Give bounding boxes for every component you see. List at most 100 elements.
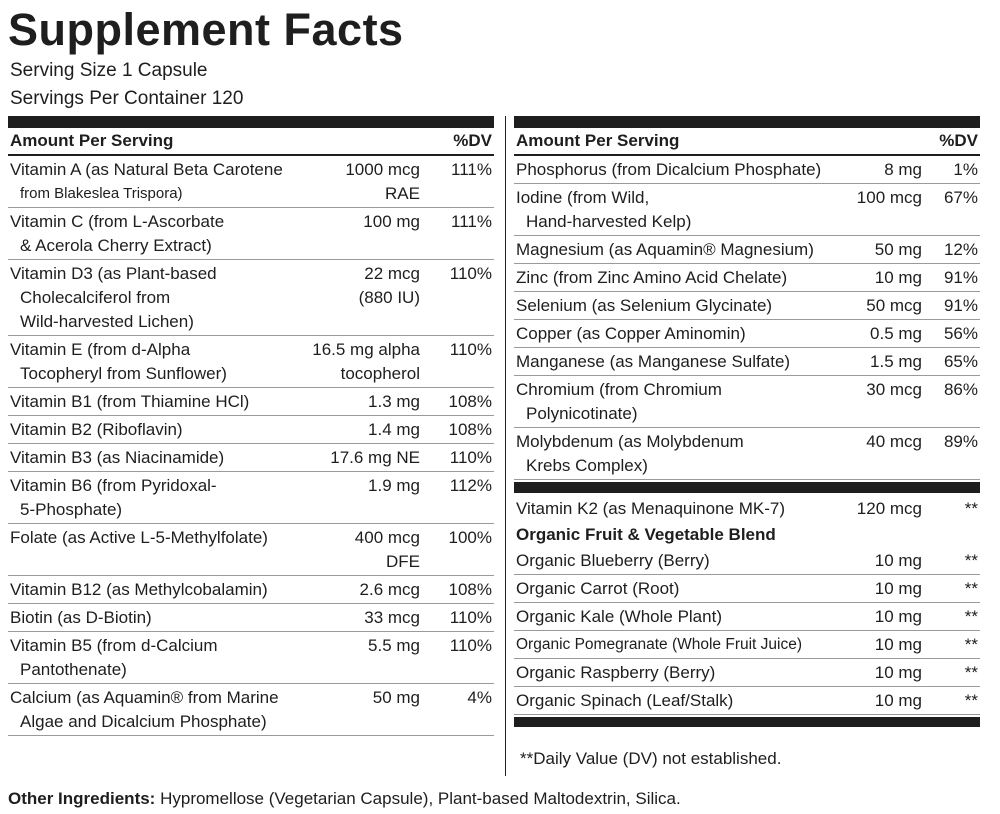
nutrient-name-line: Vitamin C (from L-Ascorbate xyxy=(10,211,225,231)
nutrient-name: Vitamin K2 (as Menaquinone MK-7) xyxy=(516,499,785,518)
nutrient-name: Organic Kale (Whole Plant) xyxy=(514,605,830,629)
amount-line: (880 IU) xyxy=(358,287,420,307)
nutrient-dv: 108% xyxy=(448,579,492,599)
nutrient-name: Organic Carrot (Root) xyxy=(514,577,830,601)
nutrient-row: Phosphorus (from Dicalcium Phosphate) 8 m… xyxy=(514,156,980,184)
nutrient-name: Organic Spinach (Leaf/Stalk) xyxy=(514,689,830,713)
nutrient-dv: 100% xyxy=(448,527,492,547)
nutrient-row: Chromium (from Chromium Polynicotinate) 30… xyxy=(514,376,980,428)
amount-line: tocopherol xyxy=(340,363,420,383)
nutrient-amount: 22 mcg (880 IU) xyxy=(302,262,420,334)
amount-line: 33 mcg xyxy=(364,607,420,627)
nutrient-row: Vitamin A (as Natural Beta Carotene from … xyxy=(8,156,494,208)
nutrient-name-line: 5-Phosphate) xyxy=(20,499,123,519)
dv-label: %DV xyxy=(939,131,978,150)
k2-section: Vitamin K2 (as Menaquinone MK-7) 120 mcg *… xyxy=(514,493,980,523)
nutrient-name-line: Magnesium (as Aquamin® Magnesium) xyxy=(516,239,814,259)
amount-line: 10 mg xyxy=(874,578,922,598)
nutrient-amount: 50 mcg xyxy=(822,294,922,318)
nutrient-name-line: Phosphorus (from Dicalcium Phosphate) xyxy=(516,159,822,179)
column-divider xyxy=(505,116,506,776)
nutrient-amount: 10 mg xyxy=(830,577,922,601)
amount-line: 50 mg xyxy=(372,687,420,707)
nutrient-name-line: & Acerola Cherry Extract) xyxy=(20,235,212,255)
other-ingredients-text: Hypromellose (Vegetarian Capsule), Plant… xyxy=(155,789,681,808)
nutrient-dv: 108% xyxy=(448,419,492,439)
amount-line: 2.6 mcg xyxy=(359,579,420,599)
nutrient-dv: 110% xyxy=(449,447,492,467)
nutrient-dv: 111% xyxy=(451,211,492,231)
nutrient-name: Zinc (from Zinc Amino Acid Chelate) xyxy=(514,266,822,290)
nutrient-amount: 100 mcg xyxy=(822,186,922,234)
nutrient-row: Vitamin E (from d-Alpha Tocopheryl from S… xyxy=(8,336,494,388)
nutrient-name: Magnesium (as Aquamin® Magnesium) xyxy=(514,238,822,262)
nutrient-name-line: Biotin (as D-Biotin) xyxy=(10,607,152,627)
nutrient-name-line: Vitamin B6 (from Pyridoxal- xyxy=(10,475,217,495)
nutrient-amount: 16.5 mg alpha tocopherol xyxy=(302,338,420,386)
amount-line: 10 mg xyxy=(874,550,922,570)
nutrient-amount: 400 mcg DFE xyxy=(302,526,420,574)
amount-line: 10 mg xyxy=(874,267,922,287)
left-panel: Amount Per Serving %DV Vitamin A (as Nat… xyxy=(8,116,494,736)
nutrient-name-line: Manganese (as Manganese Sulfate) xyxy=(516,351,791,371)
nutrient-row: Vitamin C (from L-Ascorbate & Acerola Che… xyxy=(8,208,494,260)
nutrient-row: Copper (as Copper Aminomin) 0.5 mg 56% xyxy=(514,320,980,348)
nutrient-name-line: Krebs Complex) xyxy=(526,455,648,475)
amount-line: 10 mg xyxy=(874,606,922,626)
other-ingredients: Other Ingredients: Hypromellose (Vegetar… xyxy=(8,789,681,809)
nutrient-name-line: Vitamin B5 (from d-Calcium xyxy=(10,635,218,655)
amount-line: 22 mcg xyxy=(364,263,420,283)
nutrient-name: Organic Pomegranate (Whole Fruit Juice) xyxy=(514,633,830,657)
nutrient-dv: 67% xyxy=(943,187,978,207)
nutrient-dv: 65% xyxy=(943,351,978,371)
nutrient-amount: 1.3 mg xyxy=(302,390,420,414)
nutrient-amount: 50 mg xyxy=(822,238,922,262)
nutrient-row: Biotin (as D-Biotin) 33 mcg 110% xyxy=(8,604,494,632)
nutrient-amount: 17.6 mg NE xyxy=(302,446,420,470)
nutrient-name: Vitamin E (from d-Alpha Tocopheryl from S… xyxy=(8,338,302,386)
nutrient-amount: 50 mg xyxy=(302,686,420,734)
nutrient-name-line: from Blakeslea Trispora) xyxy=(20,184,183,202)
nutrient-name: Selenium (as Selenium Glycinate) xyxy=(514,294,822,318)
nutrient-name-line: Vitamin B3 (as Niacinamide) xyxy=(10,447,225,467)
nutrient-name-line: Wild-harvested Lichen) xyxy=(20,311,194,331)
nutrient-dv: 56% xyxy=(943,323,978,343)
nutrient-name-line: Vitamin D3 (as Plant-based xyxy=(10,263,217,283)
amount-line: 10 mg xyxy=(874,662,922,682)
nutrient-name: Organic Blueberry (Berry) xyxy=(514,549,830,573)
nutrient-name: Phosphorus (from Dicalcium Phosphate) xyxy=(514,158,822,182)
nutrient-row: Selenium (as Selenium Glycinate) 50 mcg 91… xyxy=(514,292,980,320)
nutrient-row: Organic Carrot (Root) 10 mg ** xyxy=(514,575,980,603)
nutrient-dv: 89% xyxy=(943,431,978,451)
nutrient-name: Manganese (as Manganese Sulfate) xyxy=(514,350,822,374)
amount-line: 1000 mcg xyxy=(345,159,420,179)
amount-line: 50 mg xyxy=(874,239,922,259)
nutrient-dv: 12% xyxy=(943,239,978,259)
nutrient-amount: 2.6 mcg xyxy=(302,578,420,602)
nutrient-row: Manganese (as Manganese Sulfate) 1.5 mg 65… xyxy=(514,348,980,376)
nutrient-dv: ** xyxy=(964,550,978,570)
nutrient-name-line: Pantothenate) xyxy=(20,659,127,679)
nutrient-row: Vitamin B5 (from d-Calcium Pantothenate) 5… xyxy=(8,632,494,684)
nutrient-name-line: Organic Blueberry (Berry) xyxy=(516,550,710,570)
nutrient-name-line: Vitamin B2 (Riboflavin) xyxy=(10,419,183,439)
nutrient-row: Molybdenum (as Molybdenum Krebs Complex) 4… xyxy=(514,428,980,480)
amount-line: 40 mcg xyxy=(866,431,922,451)
nutrient-name-line: Chromium (from Chromium xyxy=(516,379,722,399)
nutrient-name-line: Folate (as Active L-5-Methylfolate) xyxy=(10,527,268,547)
nutrient-dv: ** xyxy=(964,499,978,518)
nutrient-row: Vitamin B3 (as Niacinamide) 17.6 mg NE 110… xyxy=(8,444,494,472)
nutrient-name-line: Organic Spinach (Leaf/Stalk) xyxy=(516,690,734,710)
nutrient-dv: 91% xyxy=(943,295,978,315)
nutrient-name-line: Vitamin A (as Natural Beta Carotene xyxy=(10,159,283,179)
amount-per-serving-label: Amount Per Serving xyxy=(516,131,680,150)
nutrient-name-line: Organic Kale (Whole Plant) xyxy=(516,606,722,626)
nutrient-dv: ** xyxy=(964,634,978,654)
nutrient-amount: 10 mg xyxy=(830,549,922,573)
nutrient-name-line: Vitamin B1 (from Thiamine HCl) xyxy=(10,391,250,411)
left-nutrient-list: Vitamin A (as Natural Beta Carotene from … xyxy=(8,156,494,736)
amount-line: 16.5 mg alpha xyxy=(312,339,420,359)
nutrient-name-line: Calcium (as Aquamin® from Marine xyxy=(10,687,279,707)
nutrient-name: Vitamin B3 (as Niacinamide) xyxy=(8,446,302,470)
nutrient-amount: 1.5 mg xyxy=(822,350,922,374)
